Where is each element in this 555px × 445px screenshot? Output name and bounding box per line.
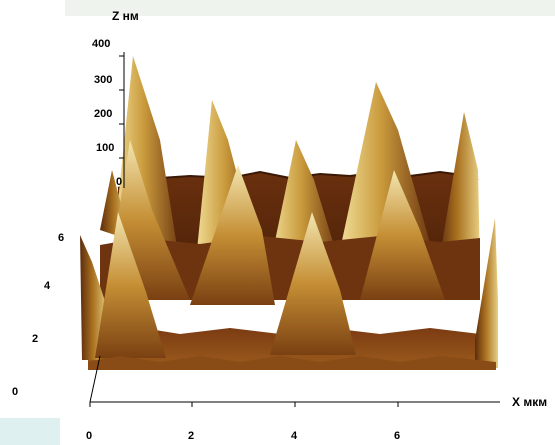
top-band <box>65 0 555 16</box>
y-tick-label-6: 6 <box>58 232 65 244</box>
y-tick-label-2: 2 <box>32 333 39 345</box>
x-tick-label-2: 2 <box>188 430 195 442</box>
y-axis-line <box>89 355 101 403</box>
axes <box>89 52 500 407</box>
front-peaks <box>80 212 498 368</box>
corner-tint <box>0 418 60 445</box>
surface-front-edge <box>88 356 496 370</box>
x-tick-label-0: 0 <box>86 430 93 442</box>
x-axis-label: X мкм <box>512 395 548 409</box>
z-tick-label-100: 100 <box>96 142 115 154</box>
z-axis-label: Z нм <box>112 9 139 23</box>
y-tick-label-0: 0 <box>12 386 19 398</box>
x-tick-label-6: 6 <box>394 430 401 442</box>
z-tick-label-400: 400 <box>92 38 111 50</box>
x-tick-label-4: 4 <box>291 430 298 442</box>
y-tick-label-4: 4 <box>44 280 51 292</box>
z-tick-label-0: 0 <box>116 176 123 188</box>
z-tick-label-300: 300 <box>94 74 113 86</box>
z-tick-label-200: 200 <box>94 108 113 120</box>
